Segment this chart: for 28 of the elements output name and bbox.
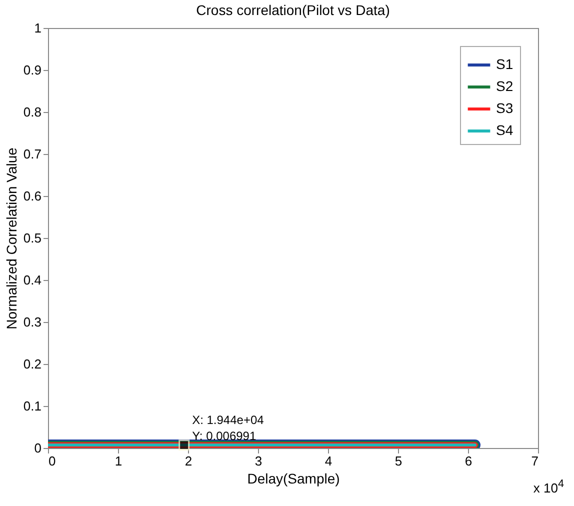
text: x 10$^{4}$ (533, 478, 564, 496)
y-tick-label: 0.7 (23, 146, 42, 162)
y-tick-label: 0.6 (23, 188, 42, 204)
y-tick-label: 0.9 (23, 62, 42, 78)
x-axis-title: Delay(Sample) (247, 470, 340, 486)
y-tick-label: 0.2 (23, 356, 42, 372)
x-tick-label: 7 (531, 454, 538, 468)
y-tick-label: 0.8 (23, 104, 42, 120)
y-tick-label: 0.4 (23, 272, 42, 288)
legend-label: S3 (496, 100, 514, 116)
x-tick-label: 4 (324, 454, 332, 468)
y-tick-label: 0.3 (23, 314, 42, 330)
x-tick-label: 3 (254, 454, 262, 468)
y-tick-label: 0.1 (23, 398, 42, 414)
legend-label: S4 (496, 122, 514, 138)
x-tick-label: 0 (48, 454, 56, 468)
x-tick-label: 6 (464, 454, 472, 468)
y-tick-label: 0 (34, 440, 42, 456)
legend-label: S1 (496, 56, 514, 72)
legend-label: S2 (496, 78, 514, 94)
y-axis-title: Normalized Correlation Value (3, 147, 20, 330)
chart-title: Cross correlation(Pilot vs Data) (196, 2, 390, 18)
x-tick-label: 5 (394, 454, 402, 468)
y-tick-label: 1 (34, 20, 42, 36)
x-tick-label: 1 (114, 454, 122, 468)
annotation: X: 1.944e+04 Y: 0.006991 (192, 413, 264, 444)
y-tick-label: 0.5 (23, 230, 42, 246)
x-tick-label: 2 (184, 454, 192, 468)
